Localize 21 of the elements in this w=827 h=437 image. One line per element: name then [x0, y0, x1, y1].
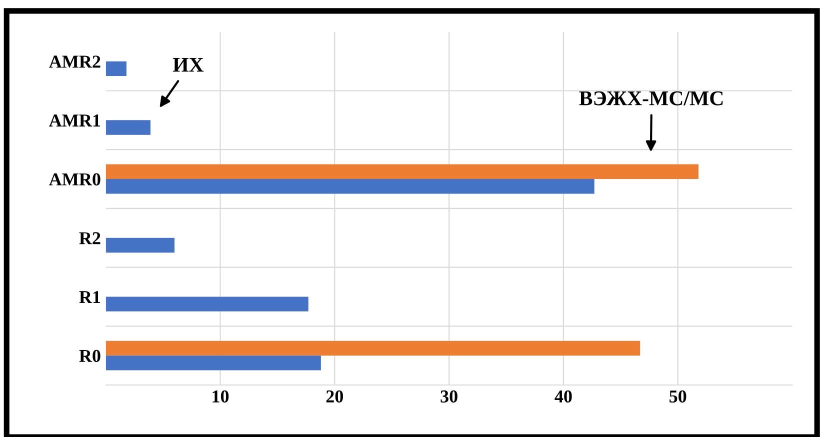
bar — [106, 296, 308, 312]
y-tick-label: R1 — [79, 291, 100, 303]
y-tick-label: AMR1 — [49, 114, 100, 126]
x-tick-label: 40 — [554, 390, 572, 403]
bar — [106, 61, 126, 76]
annotation: ИХ — [172, 58, 204, 72]
x-tick-label: 50 — [670, 390, 686, 403]
x-tick-label: 10 — [212, 390, 229, 403]
bar — [106, 356, 321, 370]
bar — [106, 179, 594, 194]
annotation: ВЭЖХ-МС/МС — [579, 91, 723, 106]
bar — [106, 238, 174, 253]
bar — [106, 120, 150, 135]
x-tick-label: 20 — [326, 390, 343, 403]
y-tick-label: R2 — [79, 232, 100, 244]
bar — [106, 164, 698, 180]
y-tick-label: AMR2 — [49, 56, 100, 68]
y-tick-label: R0 — [79, 350, 100, 362]
bar — [106, 340, 640, 356]
y-tick-label: AMR0 — [49, 173, 100, 186]
x-tick-label: 30 — [440, 390, 458, 403]
